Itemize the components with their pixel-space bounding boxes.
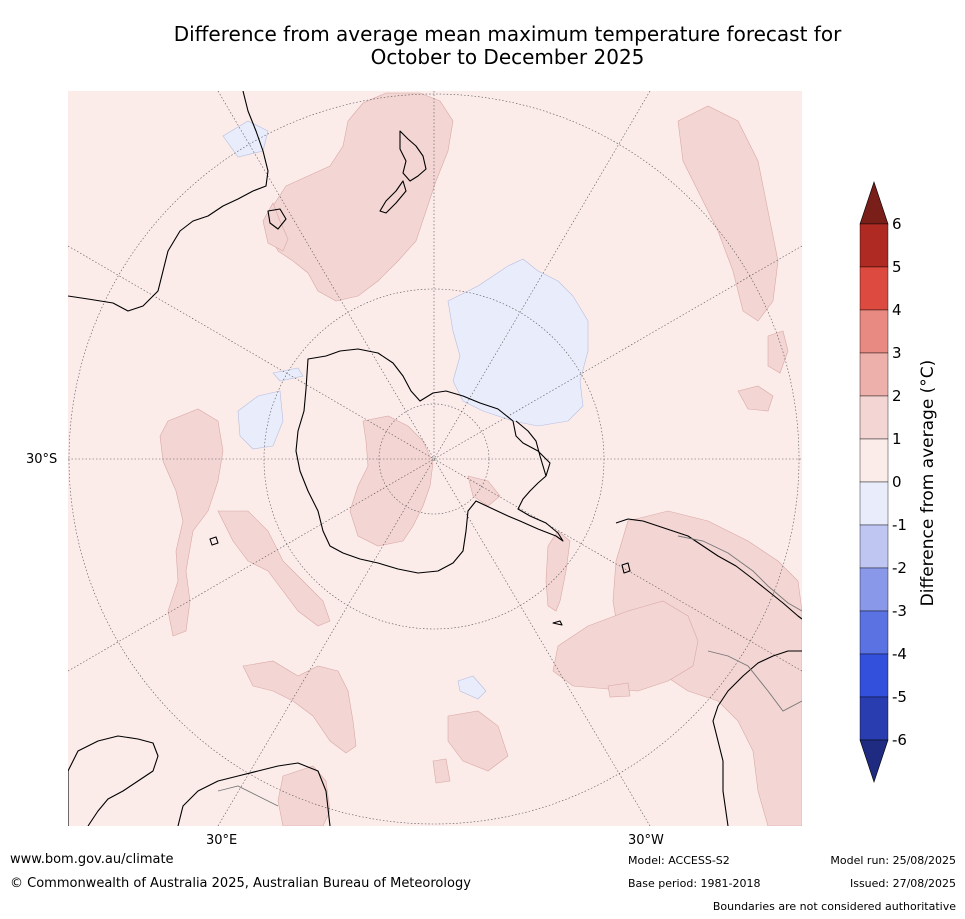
colorbar-tick-label: 3 (892, 344, 902, 362)
colorbar-svg (859, 181, 889, 783)
anomaly-warm-regions (159, 92, 802, 826)
footer-model: Model: ACCESS-S2 (628, 854, 730, 867)
latitude-circle-3 (68, 93, 800, 825)
cool-region-small-atlantic (457, 675, 487, 700)
warm-region-indian-ocean-south (217, 510, 331, 627)
colorbar-arrow-top (859, 181, 889, 225)
warm-region-nz-pacific (267, 92, 454, 302)
meridian-30w (433, 458, 651, 826)
cool-region-ross-sea (447, 258, 589, 427)
temperature-anomaly-map (68, 91, 802, 826)
coastline-island-south-georgia (552, 620, 563, 626)
footer-website-link[interactable]: www.bom.gov.au/climate (10, 852, 174, 867)
graticule (68, 91, 802, 826)
colorbar-band (859, 352, 889, 397)
boundary-south-africa (217, 785, 279, 807)
colorbar-tick-label: -1 (892, 516, 907, 534)
colorbar-tick-label: -4 (892, 645, 907, 663)
colorbar-band (859, 481, 889, 526)
colorbar-tick-label: -3 (892, 602, 907, 620)
country-boundaries (217, 535, 802, 807)
map-title-line-1: Difference from average mean maximum tem… (173, 22, 842, 46)
map-title-line-2: October to December 2025 (370, 45, 645, 69)
footer-copyright: © Commonwealth of Australia 2025, Austra… (10, 876, 471, 891)
footer-model-run: Model run: 25/08/2025 (830, 854, 956, 867)
warm-region-south-africa-coast (277, 765, 331, 826)
meridian-120e (68, 245, 435, 460)
footer-boundaries-note: Boundaries are not considered authoritat… (712, 900, 956, 913)
meridian-150e (217, 91, 435, 460)
coastline-island-kerguelen (209, 536, 219, 546)
colorbar-tick-label: 6 (892, 215, 902, 233)
longitude-label-30w: 30°W (628, 833, 664, 848)
coastline-new-zealand-south (379, 180, 407, 214)
colorbar-tick-label: 2 (892, 387, 902, 405)
meridian-60w (433, 458, 802, 672)
footer-issued: Issued: 27/08/2025 (849, 877, 956, 890)
footer-base-period: Base period: 1981-2018 (628, 877, 761, 890)
colorbar-band (859, 653, 889, 698)
meridian-150w (433, 91, 651, 460)
colorbar-tick-label: 4 (892, 301, 902, 319)
cool-region-australia-south (222, 120, 269, 158)
anomaly-cool-regions (222, 120, 589, 700)
coastline-island-falklands (621, 562, 631, 574)
warm-region-antarctic-interior (349, 415, 434, 547)
latitude-label-30s: 30°S (26, 452, 58, 467)
colorbar-tick-label: 1 (892, 430, 902, 448)
coastline-antarctic-peninsula (515, 420, 547, 477)
warm-region-east-pacific (677, 105, 779, 322)
meridian-60e (68, 458, 435, 672)
colorbar-arrow-bottom (859, 739, 889, 783)
colorbar-tick-label: 5 (892, 258, 902, 276)
coastlines (68, 91, 802, 826)
map-canvas (68, 91, 802, 826)
colorbar-band (859, 438, 889, 483)
colorbar-band (859, 610, 889, 655)
coastline-africa (68, 735, 331, 826)
warm-region-south-africa-sea (242, 660, 357, 754)
colorbar-tick-label: -5 (892, 688, 907, 706)
warm-region-south-atlantic-east (552, 600, 699, 692)
colorbar-tick-label: -2 (892, 559, 907, 577)
warm-region-sa-small (607, 682, 631, 698)
meridian-30e (217, 458, 435, 826)
boundary-south-america (677, 535, 802, 712)
coastline-tasmania (267, 208, 287, 230)
colorbar-band (859, 266, 889, 311)
coastline-south-america (615, 518, 802, 826)
longitude-label-30e: 30°E (206, 833, 238, 848)
warm-region-atlantic-small-1 (447, 710, 509, 772)
warm-region-indian-ocean-west (159, 408, 224, 637)
colorbar-band (859, 223, 889, 268)
coastline-new-zealand-north (399, 130, 427, 182)
colorbar-band (859, 567, 889, 612)
colorbar (855, 180, 955, 790)
colorbar-tick-label: 0 (892, 473, 902, 491)
coastline-australia (68, 91, 269, 312)
coastline-antarctica (295, 348, 564, 574)
colorbar-label-text: Difference from average (°C) (918, 359, 938, 607)
meridian-120w (433, 245, 802, 460)
colorbar-band (859, 309, 889, 354)
colorbar-tick-label: -6 (892, 731, 907, 749)
cool-region-small-indian (272, 367, 304, 382)
warm-region-pacific-small-2 (767, 330, 789, 374)
cool-region-indian-east (237, 390, 284, 450)
colorbar-band (859, 524, 889, 569)
colorbar-band (859, 395, 889, 440)
warm-region-pacific-small-1 (737, 385, 774, 412)
colorbar-band (859, 696, 889, 741)
warm-region-atlantic-small-2 (432, 758, 451, 784)
warm-region-south-atlantic (545, 530, 571, 612)
